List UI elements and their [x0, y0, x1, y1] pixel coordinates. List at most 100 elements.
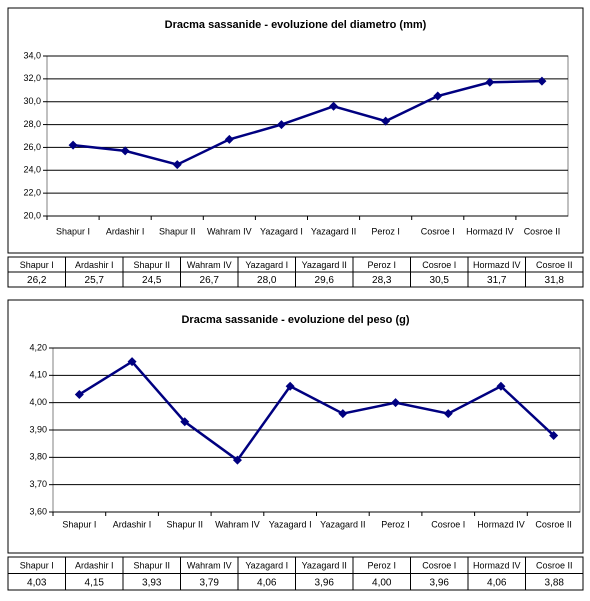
- x-tick-label: Yazagard I: [269, 519, 312, 529]
- table-header: Yazagard I: [245, 260, 288, 270]
- y-tick-label: 4,10: [29, 370, 47, 380]
- data-marker: [381, 116, 391, 126]
- table-value: 3,93: [142, 577, 162, 588]
- data-marker: [443, 409, 453, 419]
- table-value: 31,7: [487, 275, 507, 286]
- data-marker: [232, 455, 242, 465]
- table-value: 4,15: [85, 577, 105, 588]
- table-header: Shapur I: [20, 260, 54, 270]
- table-header: Hormazd IV: [473, 561, 521, 571]
- table-header: Ardashir I: [75, 561, 114, 571]
- table-header: Ardashir I: [75, 260, 114, 270]
- y-tick-label: 28,0: [23, 119, 41, 129]
- x-tick-label: Shapur I: [62, 519, 96, 529]
- data-marker: [285, 381, 295, 391]
- y-tick-label: 3,80: [29, 452, 47, 462]
- y-tick-label: 22,0: [23, 188, 41, 198]
- table-value: 3,88: [545, 577, 565, 588]
- table-header: Cosroe I: [422, 561, 456, 571]
- y-tick-label: 34,0: [23, 50, 41, 60]
- data-marker: [496, 381, 506, 391]
- x-tick-label: Hormazd IV: [466, 226, 514, 236]
- y-tick-label: 20,0: [23, 210, 41, 220]
- x-tick-label: Wahram IV: [215, 519, 260, 529]
- data-line: [78, 360, 555, 462]
- x-tick-label: Cosroe I: [421, 226, 455, 236]
- x-tick-label: Yazagard II: [320, 519, 365, 529]
- table-header: Cosroe II: [536, 260, 573, 270]
- data-marker: [180, 417, 190, 427]
- data-marker: [172, 160, 182, 170]
- x-tick-label: Cosroe II: [535, 519, 572, 529]
- y-tick-label: 3,90: [29, 424, 47, 434]
- x-tick-label: Ardashir I: [106, 226, 145, 236]
- table-cell: [525, 271, 584, 288]
- x-tick-label: Peroz I: [381, 519, 410, 529]
- x-tick-label: Wahram IV: [207, 226, 252, 236]
- table-header: Yazagard II: [302, 260, 347, 270]
- data-line: [72, 79, 542, 166]
- data-marker: [224, 134, 234, 144]
- data-marker: [276, 120, 286, 130]
- x-tick-label: Ardashir I: [113, 519, 152, 529]
- data-marker: [391, 398, 401, 408]
- x-tick-label: Yazagard II: [311, 226, 356, 236]
- chart-title: Dracma sassanide - evoluzione del diamet…: [165, 19, 427, 31]
- table-value: 4,06: [487, 577, 507, 588]
- table-header: Hormazd IV: [473, 260, 521, 270]
- y-tick-label: 30,0: [23, 96, 41, 106]
- table-header: Shapur II: [133, 260, 170, 270]
- table-value: 26,2: [27, 275, 47, 286]
- x-tick-label: Cosroe II: [524, 226, 561, 236]
- table-header: Cosroe I: [422, 260, 456, 270]
- table-value: 28,3: [372, 275, 392, 286]
- data-marker: [74, 389, 84, 399]
- x-tick-label: Peroz I: [371, 226, 400, 236]
- table-value: 4,06: [257, 577, 277, 588]
- table-value: 28,0: [257, 275, 277, 286]
- data-marker: [68, 140, 78, 150]
- table-value: 25,7: [85, 275, 105, 286]
- y-tick-label: 3,60: [29, 506, 47, 516]
- x-tick-label: Shapur I: [56, 226, 90, 236]
- data-marker: [329, 101, 339, 111]
- table-header: Yazagard II: [302, 561, 347, 571]
- data-marker: [127, 357, 137, 367]
- table-header: Peroz I: [367, 260, 396, 270]
- data-marker: [549, 430, 559, 440]
- x-tick-label: Cosroe I: [431, 519, 465, 529]
- table-header: Peroz I: [367, 561, 396, 571]
- data-marker: [485, 77, 495, 87]
- table-header: Shapur II: [133, 561, 170, 571]
- table-header: Wahram IV: [187, 561, 232, 571]
- y-tick-label: 4,20: [29, 342, 47, 352]
- table-value: 4,03: [27, 577, 47, 588]
- table-value: 3,96: [315, 577, 335, 588]
- y-tick-label: 4,00: [29, 397, 47, 407]
- table-header: Shapur I: [20, 561, 54, 571]
- x-tick-label: Hormazd IV: [477, 519, 525, 529]
- x-tick-label: Yazagard I: [260, 226, 303, 236]
- table-value: 24,5: [142, 275, 162, 286]
- table-value: 31,8: [545, 275, 565, 286]
- y-tick-label: 32,0: [23, 73, 41, 83]
- table-header: Wahram IV: [187, 260, 232, 270]
- plot-area: [46, 55, 569, 217]
- table-value: 3,96: [430, 577, 450, 588]
- table-value: 30,5: [430, 275, 450, 286]
- y-tick-label: 3,70: [29, 479, 47, 489]
- y-tick-label: 26,0: [23, 142, 41, 152]
- x-tick-label: Shapur II: [166, 519, 203, 529]
- table-value: 26,7: [200, 275, 220, 286]
- table-cell: [525, 573, 584, 591]
- data-marker: [338, 409, 348, 419]
- data-marker: [120, 146, 130, 156]
- data-marker: [433, 91, 443, 101]
- table-header: Yazagard I: [245, 561, 288, 571]
- table-header: Cosroe II: [536, 561, 573, 571]
- table-value: 29,6: [315, 275, 335, 286]
- y-tick-label: 24,0: [23, 165, 41, 175]
- x-tick-label: Shapur II: [159, 226, 196, 236]
- chart-title: Dracma sassanide - evoluzione del peso (…: [181, 314, 409, 326]
